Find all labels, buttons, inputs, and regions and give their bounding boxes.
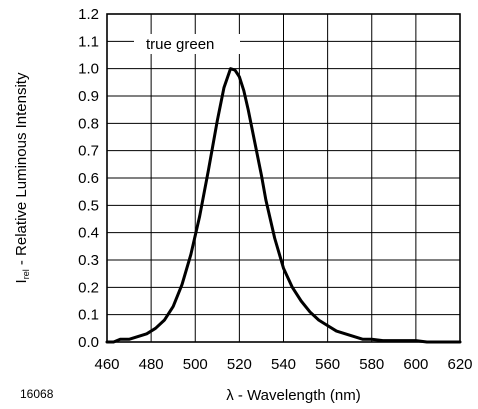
y-axis-title-symbol: I [13,279,30,283]
x-tick-label: 580 [359,356,384,373]
plot-frame [106,13,461,343]
y-axis-title-rest: - Relative Luminous Intensity [13,72,30,269]
series-layer [105,67,462,344]
y-tick-label: 1.1 [78,33,99,50]
y-tick-label: 0.3 [78,252,99,269]
x-tick-label: 520 [227,356,252,373]
y-tick-label: 0.4 [78,225,99,242]
legend: true green [134,34,240,54]
legend-background [134,34,240,54]
y-tick-label: 0.7 [78,143,99,160]
x-axis-title: λ - Wavelength (nm) [226,387,360,404]
y-axis-title-subscript: rel [21,269,31,279]
y-tick-label: 0.9 [78,88,99,105]
y-tick-label: 0.0 [78,334,99,351]
y-tick-label: 1.2 [78,6,99,23]
y-tick-label: 0.5 [78,197,99,214]
series-line [105,67,462,344]
x-tick-label: 500 [183,356,208,373]
x-tick-label: 460 [94,356,119,373]
x-tick-label: 600 [403,356,428,373]
x-tick-label: 560 [315,356,340,373]
grid [106,13,461,343]
y-tick-label: 0.6 [78,170,99,187]
legend-label: true green [146,36,214,53]
y-axis-title: Irel - Relative Luminous Intensity [13,72,31,283]
tick-labels: 460 480 500 520 540 560 580 600 620 0.0 0.1 0.2 0.3 0… [78,6,472,373]
figure-code: 16068 [20,387,54,401]
x-tick-label: 480 [139,356,164,373]
y-tick-label: 1.0 [78,61,99,78]
x-tick-label: 540 [271,356,296,373]
y-tick-label: 0.8 [78,115,99,132]
y-tick-label: 0.1 [78,307,99,324]
x-tick-label: 620 [447,356,472,373]
y-tick-label: 0.2 [78,279,99,296]
